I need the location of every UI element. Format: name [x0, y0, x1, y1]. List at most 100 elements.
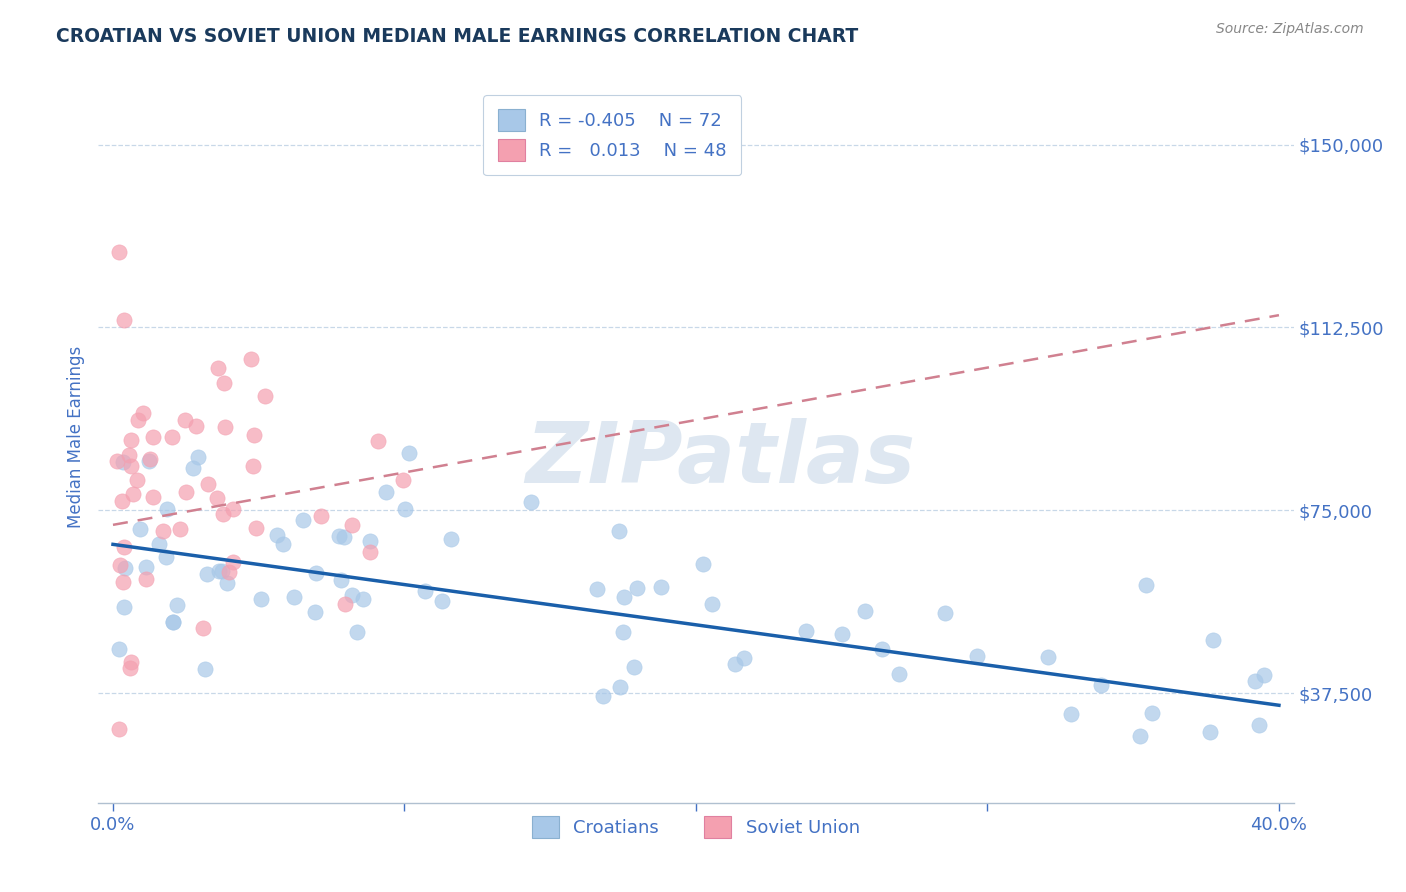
Point	[211, 564, 233, 578]
Point	[613, 591, 636, 605]
Point	[724, 657, 747, 671]
Point	[304, 605, 326, 619]
Point	[394, 501, 416, 516]
Point	[398, 446, 420, 460]
Point	[853, 604, 876, 618]
Point	[733, 651, 755, 665]
Point	[208, 565, 231, 579]
Point	[242, 459, 264, 474]
Point	[328, 529, 350, 543]
Point	[1038, 649, 1060, 664]
Point	[1198, 724, 1220, 739]
Point	[222, 502, 245, 516]
Point	[607, 524, 630, 538]
Point	[155, 550, 177, 565]
Point	[181, 460, 204, 475]
Point	[166, 599, 188, 613]
Point	[430, 594, 453, 608]
Point	[359, 545, 381, 559]
Point	[112, 455, 135, 469]
Point	[174, 485, 197, 500]
Point	[266, 528, 288, 542]
Point	[111, 493, 134, 508]
Point	[162, 615, 184, 630]
Point	[870, 642, 893, 657]
Point	[195, 566, 218, 581]
Point	[1135, 577, 1157, 591]
Point	[135, 559, 157, 574]
Point	[108, 723, 131, 737]
Point	[138, 452, 160, 467]
Point	[794, 624, 817, 638]
Legend: Croatians, Soviet Union: Croatians, Soviet Union	[524, 808, 868, 845]
Point	[249, 592, 271, 607]
Point	[160, 430, 183, 444]
Point	[105, 454, 128, 468]
Point	[283, 590, 305, 604]
Point	[392, 473, 415, 487]
Point	[700, 597, 723, 611]
Point	[352, 591, 374, 606]
Point	[340, 518, 363, 533]
Point	[367, 434, 389, 448]
Point	[114, 560, 136, 574]
Point	[112, 574, 135, 589]
Text: ZIPatlas: ZIPatlas	[524, 417, 915, 500]
Point	[217, 575, 239, 590]
Point	[612, 624, 634, 639]
Point	[110, 558, 132, 572]
Point	[623, 660, 645, 674]
Point	[218, 565, 240, 579]
Point	[212, 376, 235, 390]
Point	[966, 648, 988, 663]
Point	[107, 642, 129, 657]
Point	[239, 352, 262, 367]
Point	[132, 406, 155, 420]
Point	[112, 313, 135, 327]
Point	[127, 413, 149, 427]
Point	[152, 524, 174, 539]
Point	[162, 615, 184, 629]
Point	[142, 430, 165, 444]
Point	[692, 557, 714, 571]
Point	[1090, 678, 1112, 692]
Point	[169, 522, 191, 536]
Text: Source: ZipAtlas.com: Source: ZipAtlas.com	[1216, 22, 1364, 37]
Point	[1129, 729, 1152, 743]
Point	[212, 507, 235, 521]
Point	[120, 661, 142, 675]
Point	[187, 450, 209, 464]
Point	[520, 494, 543, 508]
Point	[120, 655, 142, 669]
Point	[184, 419, 207, 434]
Point	[609, 680, 631, 694]
Point	[340, 588, 363, 602]
Point	[309, 509, 332, 524]
Point	[142, 490, 165, 504]
Point	[127, 473, 149, 487]
Point	[359, 534, 381, 549]
Point	[335, 597, 357, 611]
Point	[207, 491, 229, 506]
Point	[207, 361, 229, 376]
Point	[374, 485, 396, 500]
Point	[138, 454, 160, 468]
Point	[346, 625, 368, 640]
Point	[253, 389, 276, 403]
Point	[329, 573, 352, 587]
Point	[156, 501, 179, 516]
Point	[197, 477, 219, 491]
Point	[305, 566, 328, 581]
Point	[831, 627, 853, 641]
Point	[934, 607, 956, 621]
Point	[112, 600, 135, 615]
Point	[120, 434, 142, 448]
Point	[222, 555, 245, 569]
Point	[626, 581, 648, 595]
Point	[129, 522, 152, 536]
Point	[1140, 706, 1163, 720]
Point	[440, 532, 463, 546]
Point	[271, 536, 294, 550]
Point	[148, 537, 170, 551]
Point	[214, 420, 236, 434]
